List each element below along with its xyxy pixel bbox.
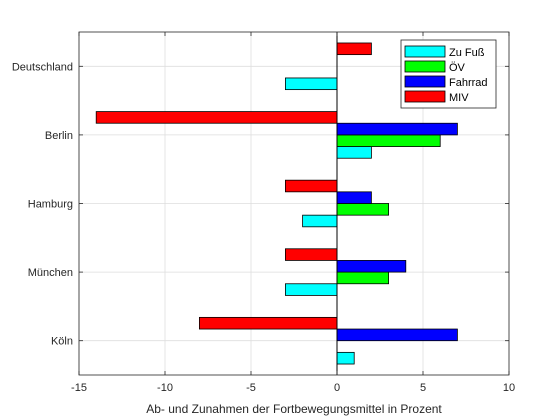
bar: [284, 283, 338, 296]
y-tick-label: München: [28, 267, 73, 279]
x-tick-label: 5: [420, 382, 426, 394]
bar: [284, 248, 338, 261]
x-axis: -15 -10 -5 0 5 10: [71, 32, 515, 394]
y-tick-label: Deutschland: [12, 61, 73, 73]
x-axis-label: Ab- und Zunahmen der Fortbewegungsmittel…: [146, 402, 442, 416]
legend-swatch: [404, 90, 446, 103]
bar: [336, 328, 458, 342]
x-tick-label: -15: [71, 382, 87, 394]
legend-label: Fahrrad: [449, 77, 488, 89]
legend-label: MIV: [449, 92, 469, 104]
y-tick-label: Köln: [51, 336, 73, 348]
x-tick-label: -10: [157, 382, 173, 394]
bar: [198, 316, 338, 330]
bar: [336, 203, 389, 216]
bar: [284, 77, 338, 91]
legend-swatch: [404, 60, 446, 73]
x-tick-label: 10: [503, 382, 515, 394]
bar: [336, 260, 407, 273]
bar: [302, 214, 338, 228]
bar: [336, 42, 372, 56]
bar: [336, 191, 372, 204]
bar: [95, 111, 338, 124]
legend-swatch: [404, 45, 446, 58]
bar: [336, 271, 389, 285]
legend-label: ÖV: [449, 62, 466, 74]
x-tick-label: -5: [246, 382, 256, 394]
bar: [284, 179, 338, 193]
bar: [336, 134, 441, 147]
bar: [336, 351, 355, 365]
bar: [336, 146, 372, 159]
legend: Zu Fuß ÖV Fahrrad MIV: [400, 39, 497, 109]
y-tick-label: Berlin: [45, 130, 73, 142]
x-tick-label: 0: [334, 382, 340, 394]
bar: [336, 122, 458, 136]
y-tick-label: Hamburg: [28, 199, 73, 211]
legend-label: Zu Fuß: [449, 47, 485, 59]
y-axis: Deutschland Berlin Hamburg München Köln: [12, 61, 509, 348]
legend-swatch: [404, 75, 446, 88]
bars: [95, 42, 458, 365]
